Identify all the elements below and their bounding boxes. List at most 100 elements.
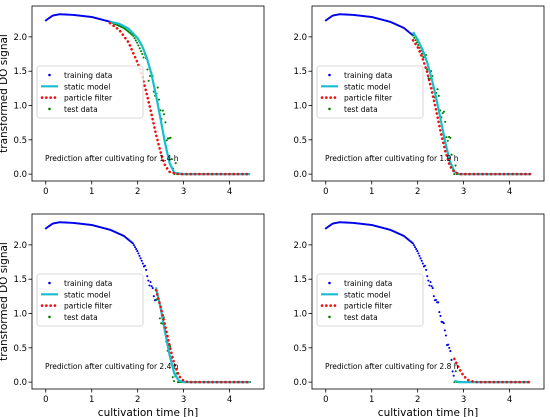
x-tick-label: 3 [461,187,466,197]
legend-label: particle filter [344,94,393,103]
legend: training data static model particle filter… [316,65,424,119]
legend-label: test data [64,313,98,322]
training-data-point [132,244,136,247]
training-data-point [438,311,441,314]
legend-label: particle filter [64,94,113,103]
legend-marker [48,73,51,77]
y-tick-label: 1.5 [13,67,27,77]
training-data-point [443,329,446,332]
y-tick-label: 1.0 [293,102,307,112]
y-tick-label: 0.5 [13,136,27,146]
test-data-point [437,94,440,97]
legend-label: static model [344,82,390,91]
training-data-point [147,279,150,282]
plot-area [324,13,532,176]
particle-filter-line [453,357,532,384]
training-data-point [149,281,152,284]
x-tick-label: 4 [227,395,232,405]
legend-box [316,65,424,119]
test-data-point [170,158,173,161]
test-data-point [454,164,457,167]
legend-box [316,273,424,327]
y-tick-label: 1.0 [13,310,27,320]
training-data-point [139,257,142,260]
test-data-point [436,88,439,91]
test-data-point [134,39,137,42]
x-tick-label: 2 [135,395,140,405]
legend: training data static model particle filter… [36,65,144,119]
training-data-point [419,257,422,260]
legend-label: static model [64,82,110,91]
y-tick-label: 2.0 [13,241,27,251]
y-tick-label: 0.0 [293,170,307,180]
y-tick-label: 1.0 [13,102,27,112]
x-tick-label: 0 [323,187,328,197]
training-data-point [417,252,420,255]
training-data-point [426,275,429,278]
y-tick-label: 2.0 [13,33,27,43]
y-tick-label: 1.5 [13,275,27,285]
training-data-point [427,279,430,282]
test-data-point [138,47,141,50]
x-tick-label: 2 [415,187,420,197]
test-data-point [453,173,456,176]
prediction-annotation: Prediction after cultivating for 2.8 h [325,362,459,371]
test-data-point [414,39,417,42]
y-tick-label: 0.5 [13,344,27,354]
y-tick-label: 0.0 [13,170,27,180]
training-data-point [439,314,442,317]
legend-marker [328,281,331,285]
training-data-point [430,285,433,288]
legend-marker [48,107,51,111]
static-model-line [109,20,251,176]
training-data-point [431,287,434,290]
prediction-annotation: Prediction after cultivating for 2.4 h [45,362,179,371]
training-data-point [414,246,417,249]
test-data-point [163,113,166,116]
y-tick-label: 1.0 [293,310,307,320]
y-tick-label: 0.0 [13,378,27,388]
test-data-point [172,379,176,383]
legend-label: training data [344,71,392,80]
test-data-point [444,120,447,123]
training-data-point [428,284,431,287]
y-tick-label: 0.5 [293,344,307,354]
x-tick-label: 2 [415,395,420,405]
training-data-point [411,242,414,245]
test-data-point [446,139,449,142]
training-data-point [415,248,418,251]
training-data-point [423,264,427,267]
training-data-point [412,244,416,247]
test-data-point [454,370,457,373]
legend-label: training data [64,71,112,80]
y-tick-label: 0.5 [293,136,307,146]
x-tick-label: 1 [369,187,374,197]
y-tick-label: 1.5 [293,275,307,285]
test-data-point [417,43,420,47]
training-data-point [131,242,134,245]
legend-box [36,273,144,327]
legend-label: particle filter [344,302,393,311]
legend-label: test data [64,105,98,114]
legend-label: test data [344,313,378,322]
legend-label: static model [344,290,390,299]
test-data-point [171,376,174,379]
training-data-point [447,343,450,346]
x-tick-label: 3 [181,187,186,197]
plot-area [324,221,532,384]
legend: training data static model particle filter… [316,273,424,327]
particle-filter-line [154,288,252,384]
training-data-point [143,264,147,267]
training-data-point [437,301,440,304]
x-tick-label: 3 [181,395,186,405]
test-data-point [174,162,177,165]
test-data-point [426,68,429,71]
legend-label: static model [64,290,110,299]
test-data-point [142,56,145,59]
x-axis-label: cultivation time [h] [378,407,478,417]
legend-marker [328,315,331,319]
test-data-point [133,37,136,40]
test-data-point [137,44,140,47]
